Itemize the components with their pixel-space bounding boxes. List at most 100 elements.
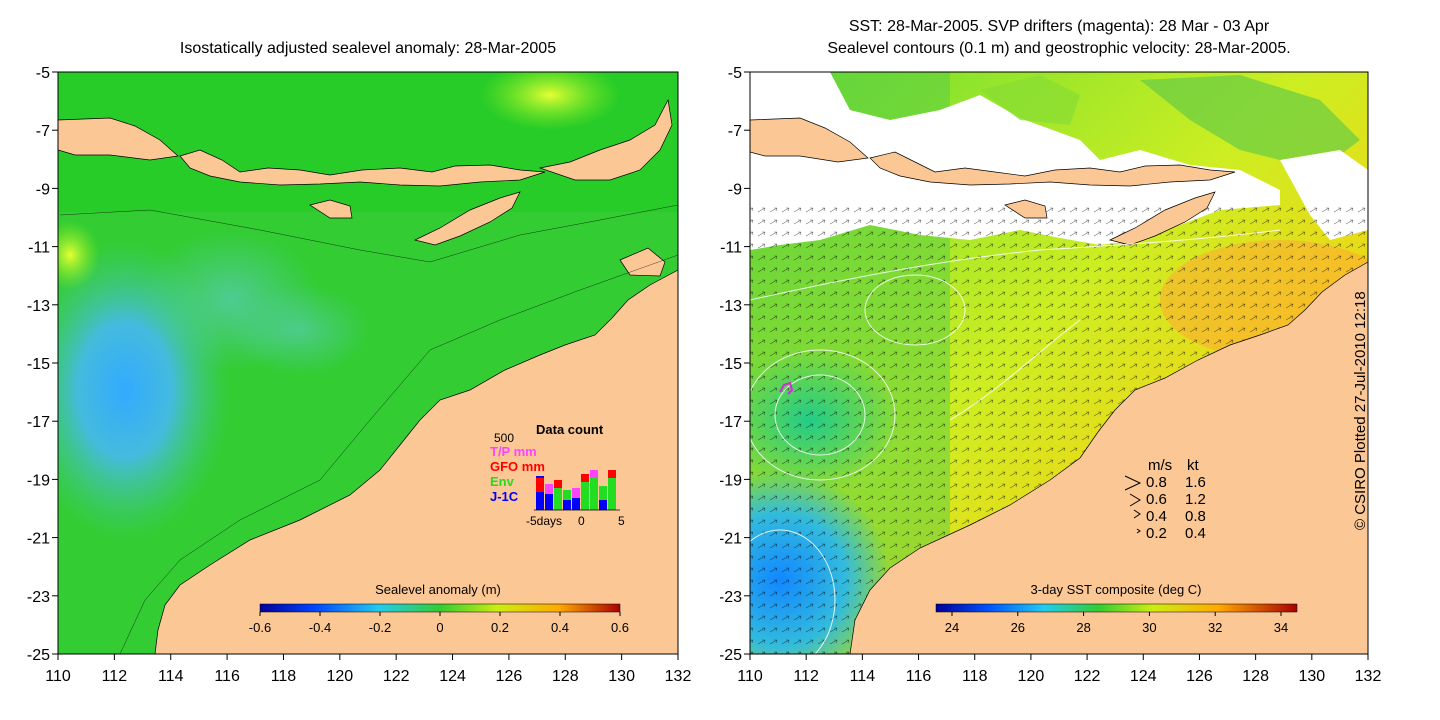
velocity-legend-row4-ms: 0.2 [1146,525,1167,542]
left-x-tick-label: 114 [158,668,184,685]
colorbar-tick-label: 0 [436,620,443,635]
right-x-tick-label: 116 [906,668,932,685]
velocity-legend-row1-kt: 1.6 [1185,474,1206,491]
velocity-legend-ms: m/s [1148,457,1172,474]
left-y-tick-label: -19 [27,472,50,489]
svp-drifter-track [779,381,794,395]
left-y-tick-label: -15 [27,356,50,373]
velocity-legend-kt: kt [1187,457,1200,474]
sealevel-colorbar [259,603,621,613]
right-x-tick-label: 128 [1242,668,1269,685]
right-y-tick-label: -25 [720,647,742,664]
left-x-tick-label: 132 [665,668,692,685]
left-x-tick-label: 118 [271,668,297,685]
right-y-tick-label: -13 [720,298,742,315]
right-x-tick-label: 130 [1298,668,1325,685]
velocity-legend-arrows [1124,475,1142,534]
right-x-tick-label: 122 [1074,668,1101,685]
credit-text: © CSIRO Plotted 27-Jul-2010 12:18 [1352,291,1369,530]
right-x-tick-label: 110 [737,668,763,685]
left-x-tick-label: 120 [326,668,353,685]
right-y-tick-label: -5 [728,65,742,82]
right-y-tick-label: -7 [728,123,742,140]
legend-gfo: GFO mm [490,459,545,474]
velocity-legend-row2-ms: 0.6 [1146,491,1167,508]
left-x-tick-label: 110 [45,668,71,685]
velocity-legend-row3-ms: 0.4 [1146,508,1167,525]
left-y-tick-label: -17 [27,414,50,431]
right-panel-title-line1: SST: 28-Mar-2005. SVP drifters (magenta)… [848,18,1270,35]
sealevel-anomaly-map: -5 -7 -9 -11 -13 -15 -17 -19 -21 -23 -25 110 112 114… [27,65,692,685]
australia-land [154,269,678,654]
left-y-tick-label: -11 [28,240,50,257]
velocity-legend-row4-kt: 0.4 [1185,525,1206,542]
right-y-tick-label: -21 [720,531,742,548]
left-x-tick-label: 126 [496,668,523,685]
legend-env: Env [490,474,515,489]
right-x-tick-label: 124 [1130,668,1157,685]
sealevel-colorbar-title: Sealevel anomaly (m) [375,582,501,597]
sst-velocity-map: -5 -7 -9 -11 -13 -15 -17 -19 -21 -23 -25 110 112 114… [720,65,1381,685]
velocity-legend-row3-kt: 0.8 [1185,508,1206,525]
right-y-axis: -5 -7 -9 -11 -13 -15 -17 -19 -21 -23 -25 [720,65,750,664]
left-y-tick-label: -23 [27,589,50,606]
left-x-tick-label: 128 [552,668,579,685]
data-count-title: Data count [536,422,604,437]
right-x-tick-label: 132 [1355,668,1382,685]
right-y-tick-label: -15 [720,356,742,373]
left-x-axis: 110 112 114 116 118 120 122 124 126 128 130 132 [45,654,691,685]
right-y-tick-label: -19 [720,472,742,489]
left-x-tick-label: 116 [214,668,240,685]
right-x-tick-label: 126 [1186,668,1213,685]
timor-island [413,191,521,246]
left-y-tick-label: -9 [36,181,50,198]
right-y-tick-label: -9 [728,181,742,198]
sst-colorbar-title: 3-day SST composite (deg C) [1031,582,1202,597]
sea-high-anomaly [480,72,620,130]
colorbar-tick-label: 24 [945,620,959,635]
colorbar-tick-label: 0.2 [491,620,509,635]
velocity-legend-row2-kt: 1.2 [1185,491,1206,508]
left-y-tick-label: -13 [27,298,50,315]
australia-land-right [849,261,1368,654]
right-y-tick-label: -11 [720,240,742,257]
sst-colorbar-ticks: 24 26 28 30 32 34 [945,612,1288,635]
right-y-tick-label: -23 [720,589,742,606]
data-count-histogram [534,470,620,511]
colorbar-tick-label: -0.4 [309,620,331,635]
velocity-legend-row1-ms: 0.8 [1146,474,1167,491]
sumba-island [309,199,353,219]
left-y-tick-label: -25 [27,647,50,664]
right-x-tick-label: 114 [850,668,876,685]
sst-colorbar [935,603,1298,613]
right-x-tick-label: 120 [1018,668,1045,685]
colorbar-tick-label: 28 [1076,620,1090,635]
right-x-axis: 110 112 114 116 118 120 122 124 126 128 130 132 [737,654,1381,685]
left-y-tick-label: -21 [27,531,50,548]
right-panel-title-line2: Sealevel contours (0.1 m) and geostrophi… [827,40,1291,57]
colorbar-tick-label: -0.2 [369,620,391,635]
left-x-tick-label: 130 [608,668,635,685]
sealevel-colorbar-ticks: -0.6 -0.4 -0.2 0 0.2 0.4 0.6 [249,612,629,635]
sealevel-contours [750,229,1281,654]
left-x-tick-label: 124 [439,668,466,685]
colorbar-tick-label: 30 [1142,620,1156,635]
left-x-tick-label: 122 [383,668,410,685]
data-count-x-left: -5days [526,514,562,528]
colorbar-tick-label: -0.6 [249,620,271,635]
data-count-x-right: 5 [618,514,625,528]
left-y-tick-label: -7 [36,123,50,140]
colorbar-tick-label: 26 [1011,620,1025,635]
right-x-tick-label: 112 [793,668,819,685]
right-x-tick-label: 118 [962,668,988,685]
java-island [58,117,179,161]
legend-j1c: J-1C [490,489,519,504]
legend-tp: T/P mm [490,444,537,459]
left-x-tick-label: 112 [102,668,128,685]
colorbar-tick-label: 32 [1208,620,1222,635]
left-y-axis: -5 -7 -9 -11 -13 -15 -17 -19 -21 -23 -25 [27,65,58,664]
colorbar-tick-label: 34 [1274,620,1288,635]
colorbar-tick-label: 0.6 [611,620,629,635]
right-y-tick-label: -17 [720,414,742,431]
left-y-tick-label: -5 [36,65,50,82]
